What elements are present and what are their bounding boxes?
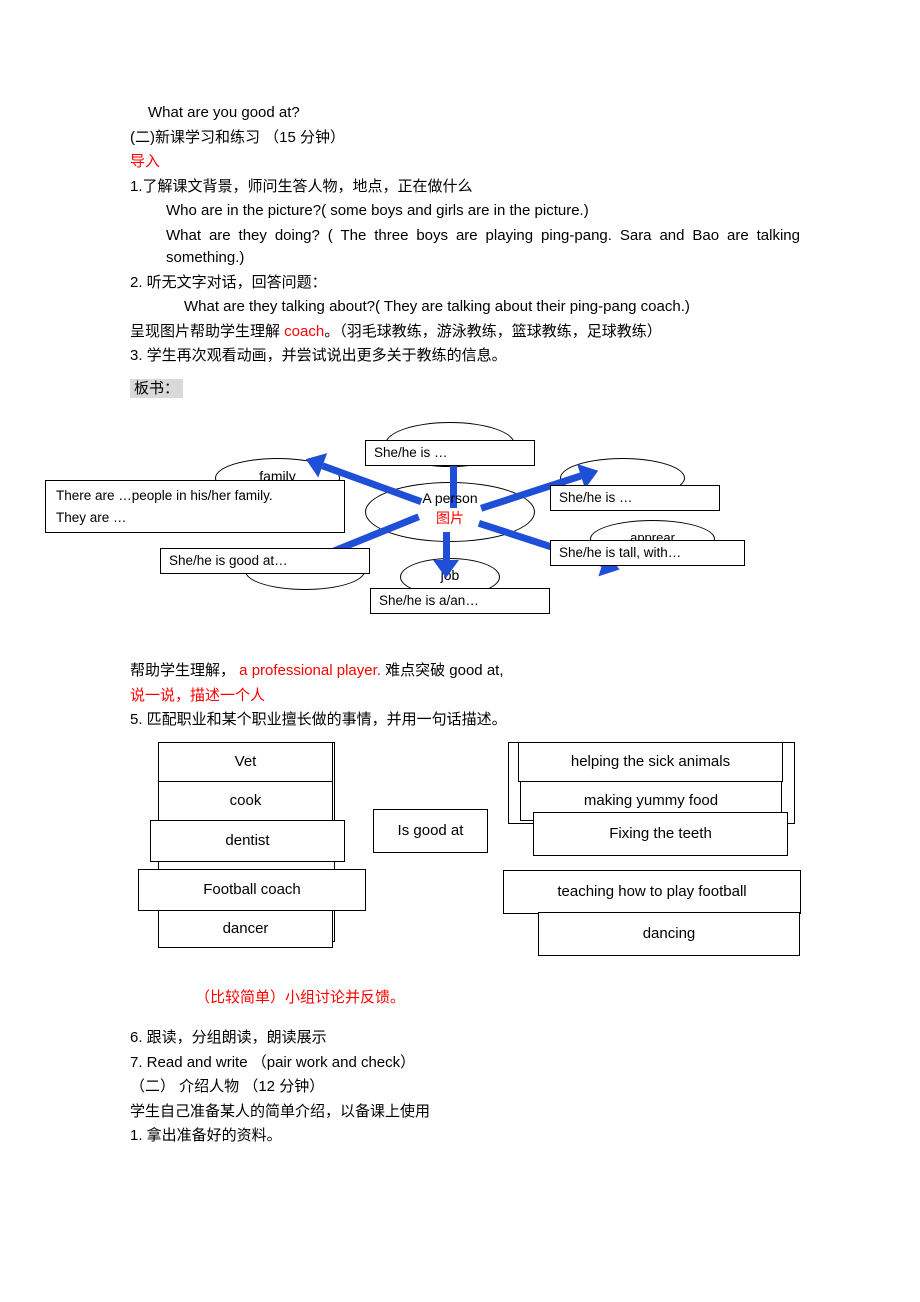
text-p1a: Who are in the picture?( some boys and g… — [130, 200, 800, 223]
text-help-a: 帮助学生理解， — [130, 662, 235, 679]
text-s2: （二） 介绍人物 （12 分钟） — [130, 1076, 800, 1099]
text-help-b: a professional player. — [235, 662, 385, 679]
text-p1: 1.了解课文背景，师问生答人物，地点，正在做什么 — [130, 176, 800, 199]
text-p3a: 呈现图片帮助学生理解 — [130, 323, 284, 340]
left-vet: Vet — [158, 742, 333, 782]
box-good-at: She/he is good at… — [160, 548, 370, 574]
left-dentist: dentist — [150, 820, 345, 862]
text-p1b: What are they doing? ( The three boys ar… — [130, 225, 800, 270]
box-is-a-an: She/he is a/an… — [370, 588, 550, 614]
box-top: She/he is … — [365, 440, 535, 466]
text-help-c: 难点突破 good at, — [385, 662, 503, 679]
board-label: 板书： — [130, 379, 183, 398]
text-p2a: What are they talking about?( They are t… — [130, 296, 800, 319]
box-tall-with: She/he is tall, with… — [550, 540, 745, 566]
text-p7: 7. Read and write （pair work and check） — [130, 1052, 800, 1075]
center-person: A person — [400, 488, 500, 509]
right-teach: teaching how to play football — [503, 870, 801, 914]
text-q: What are you good at? — [130, 102, 800, 125]
right-dance: dancing — [538, 912, 800, 956]
left-dancer: dancer — [158, 910, 333, 948]
right-teeth: Fixing the teeth — [533, 812, 788, 856]
box-there-are: There are …people in his/her family. The… — [45, 480, 345, 533]
text-p2: 2. 听无文字对话，回答问题： — [130, 272, 800, 295]
text-s2a: 学生自己准备某人的简单介绍，以备课上使用 — [130, 1101, 800, 1124]
center-pic: 图片 — [400, 508, 500, 529]
mind-map: family apprear job A person — [120, 440, 790, 640]
text-talk: 说一说，描述一个人 — [130, 685, 800, 708]
box-she-right: She/he is … — [550, 485, 720, 511]
right-sick: helping the sick animals — [518, 742, 783, 782]
text-s2b: 1. 拿出准备好的资料。 — [130, 1125, 800, 1148]
text-p3: 呈现图片帮助学生理解 coach。（羽毛球教练，游泳教练，篮球教练，足球教练） — [130, 321, 800, 344]
text-p6: 6. 跟读，分组朗读，朗读展示 — [130, 1027, 800, 1050]
text-p3c: 。（羽毛球教练，游泳教练，篮球教练，足球教练） — [324, 323, 662, 340]
center-good-at: Is good at — [373, 809, 488, 853]
left-football: Football coach — [138, 869, 366, 911]
match-diagram: Vet cook dentist Football coach dancer I… — [158, 742, 828, 977]
text-help: 帮助学生理解， a professional player. 难点突破 good… — [130, 660, 800, 683]
left-cook: cook — [158, 781, 333, 821]
text-match-note: （比较简单）小组讨论并反馈。 — [130, 987, 800, 1010]
text-lead: 导入 — [130, 151, 800, 174]
text-p3b: coach — [284, 323, 324, 340]
text-p5: 5. 匹配职业和某个职业擅长做的事情，并用一句话描述。 — [130, 709, 800, 732]
text-section-title: (二)新课学习和练习 （15 分钟） — [130, 127, 800, 150]
text-p4: 3. 学生再次观看动画，并尝试说出更多关于教练的信息。 — [130, 345, 800, 368]
